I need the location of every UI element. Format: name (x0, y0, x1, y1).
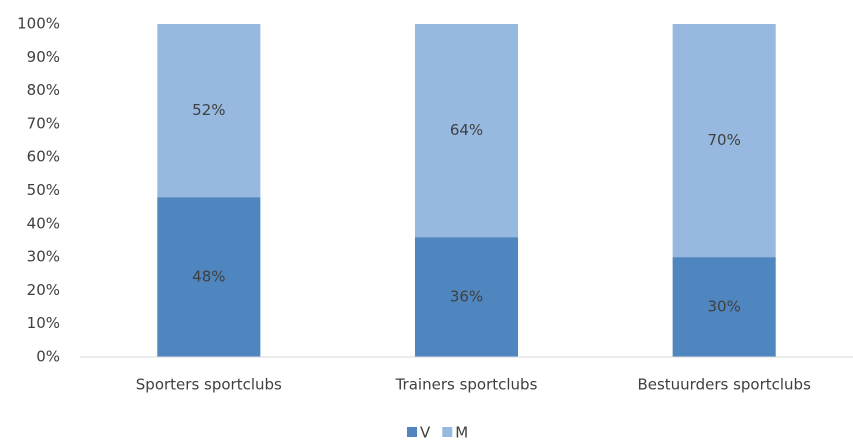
x-tick-label: Bestuurders sportclubs (637, 376, 811, 394)
y-tick-label: 70% (27, 114, 60, 132)
data-label: 70% (707, 131, 740, 149)
y-tick-label: 0% (36, 348, 60, 366)
y-tick-label: 90% (27, 48, 60, 66)
legend-label: V (420, 424, 431, 441)
y-tick-label: 20% (27, 281, 60, 299)
y-tick-label: 40% (27, 214, 60, 232)
y-tick-label: 100% (17, 15, 60, 33)
bar-segment (672, 24, 776, 258)
y-tick-label: 30% (27, 248, 60, 266)
bar-segment (157, 24, 261, 198)
legend-label: M (455, 424, 468, 441)
y-tick-label: 50% (27, 181, 60, 199)
x-tick-label: Sporters sportclubs (136, 376, 282, 394)
legend-swatch (407, 427, 417, 437)
x-tick-label: Trainers sportclubs (395, 376, 538, 394)
legend-swatch (442, 427, 453, 437)
y-tick-label: 80% (27, 81, 60, 99)
data-label: 30% (707, 298, 740, 316)
bar-segment (414, 237, 519, 357)
y-tick-label: 10% (27, 314, 60, 332)
y-tick-label: 60% (27, 148, 60, 166)
bar-segment (672, 257, 776, 357)
data-label: 64% (450, 121, 483, 139)
data-label: 52% (192, 101, 225, 119)
bar-segment (414, 24, 519, 238)
bar-segment (157, 197, 261, 357)
data-label: 48% (192, 268, 225, 286)
data-label: 36% (450, 288, 483, 306)
